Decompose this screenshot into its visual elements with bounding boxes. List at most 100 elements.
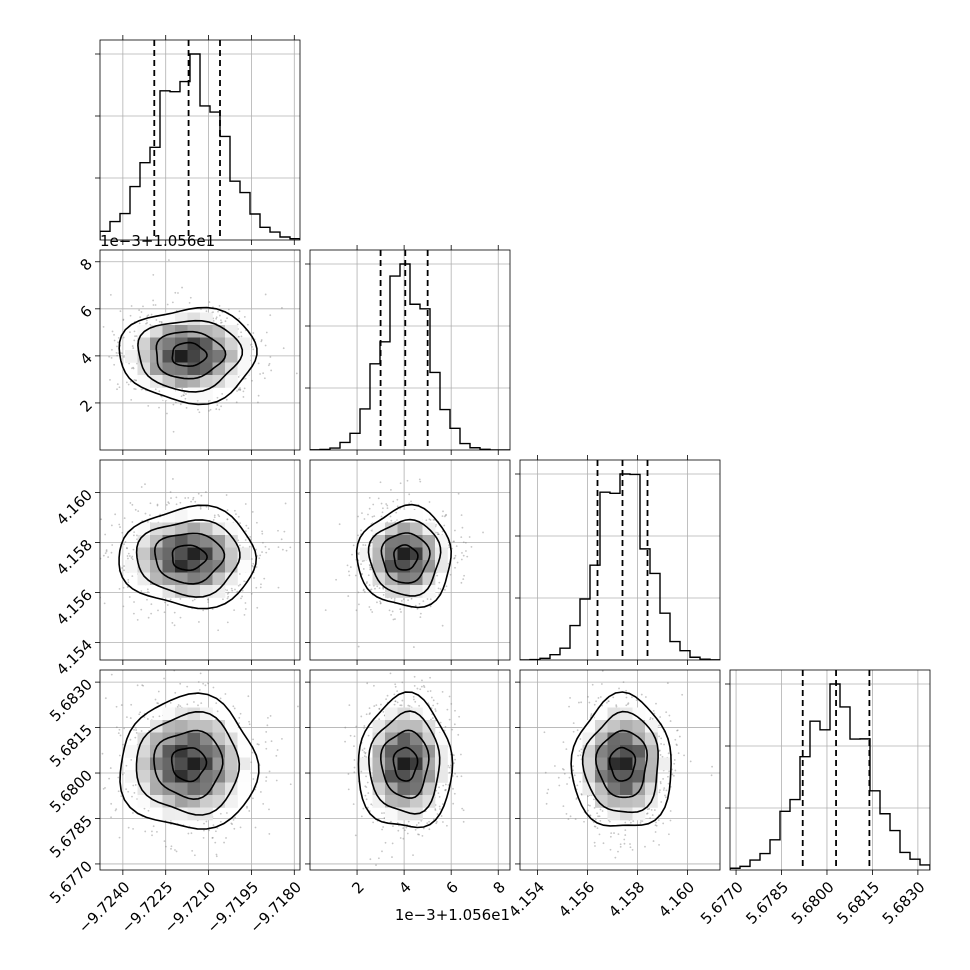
y-tick-label-p3: 4.158 bbox=[53, 536, 96, 579]
density-cell bbox=[397, 757, 411, 771]
density-cell bbox=[632, 795, 646, 808]
sample-point bbox=[269, 356, 272, 358]
sample-point bbox=[227, 308, 230, 311]
sample-point bbox=[121, 773, 124, 776]
sample-point bbox=[243, 316, 246, 318]
sample-point bbox=[136, 362, 138, 365]
sample-point bbox=[235, 401, 238, 404]
sample-point bbox=[140, 730, 143, 732]
sample-point bbox=[416, 687, 419, 690]
sample-point bbox=[587, 804, 590, 807]
sample-point bbox=[613, 832, 615, 834]
sample-point bbox=[353, 766, 356, 769]
sample-point bbox=[214, 841, 217, 844]
sample-point bbox=[268, 362, 271, 365]
sample-point bbox=[243, 580, 246, 583]
sample-point bbox=[259, 586, 262, 589]
density-cell bbox=[212, 572, 226, 586]
sample-point bbox=[443, 524, 446, 527]
sample-point bbox=[419, 688, 422, 691]
panel-p3-p3 bbox=[515, 455, 721, 665]
sample-point bbox=[348, 574, 351, 577]
sample-point bbox=[231, 823, 234, 826]
sample-point bbox=[119, 310, 122, 313]
density-cell bbox=[225, 757, 238, 771]
sample-point bbox=[268, 548, 270, 550]
sample-point bbox=[134, 784, 137, 786]
sample-point bbox=[430, 696, 433, 699]
sample-point bbox=[361, 560, 364, 563]
sample-point bbox=[246, 805, 248, 808]
sample-point bbox=[253, 577, 255, 579]
density-cell bbox=[422, 732, 436, 746]
sample-point bbox=[349, 734, 352, 737]
sample-point bbox=[482, 531, 484, 534]
density-cell bbox=[225, 337, 238, 351]
sample-point bbox=[435, 523, 437, 526]
sample-point bbox=[186, 685, 189, 688]
sample-point bbox=[451, 728, 454, 731]
sample-point bbox=[591, 683, 594, 686]
sample-point bbox=[109, 767, 112, 769]
sample-point bbox=[660, 801, 663, 803]
density-cell bbox=[645, 720, 658, 733]
density-cell bbox=[200, 770, 213, 783]
sample-point bbox=[127, 383, 130, 386]
sample-point bbox=[668, 833, 670, 836]
sample-point bbox=[129, 502, 132, 504]
sample-point bbox=[156, 503, 159, 506]
sample-point bbox=[396, 690, 399, 692]
sample-point bbox=[655, 824, 658, 827]
sample-point bbox=[393, 703, 396, 706]
sample-point bbox=[338, 523, 341, 526]
sample-point bbox=[255, 586, 258, 589]
panel-frame bbox=[99, 39, 301, 241]
sample-point bbox=[132, 827, 134, 830]
sample-point bbox=[249, 535, 252, 538]
sample-point bbox=[127, 557, 129, 560]
sample-point bbox=[211, 608, 214, 611]
sample-point bbox=[218, 314, 221, 317]
sample-point bbox=[246, 323, 249, 326]
sample-point bbox=[394, 700, 397, 703]
sample-point bbox=[410, 597, 413, 600]
x-tick-label-p2: 8 bbox=[490, 878, 509, 897]
sample-point bbox=[135, 729, 138, 731]
sample-point bbox=[242, 396, 245, 398]
sample-point bbox=[126, 555, 129, 557]
sample-point bbox=[197, 681, 200, 683]
sample-point bbox=[216, 827, 219, 829]
sample-point bbox=[448, 695, 451, 698]
density-cell bbox=[632, 707, 646, 721]
sample-point bbox=[400, 704, 403, 707]
sample-point bbox=[392, 825, 394, 828]
sample-point bbox=[173, 624, 176, 627]
sample-point bbox=[353, 735, 356, 738]
sample-point bbox=[251, 564, 254, 567]
sample-point bbox=[98, 570, 100, 572]
sample-point bbox=[133, 728, 135, 731]
sample-point bbox=[185, 393, 187, 395]
sample-point bbox=[242, 390, 245, 393]
sample-point bbox=[554, 765, 556, 767]
sample-point bbox=[226, 597, 229, 600]
sample-point bbox=[127, 578, 130, 581]
sample-point bbox=[381, 511, 384, 514]
sample-point bbox=[184, 397, 187, 400]
sample-point bbox=[131, 812, 134, 814]
sample-point bbox=[407, 599, 410, 602]
sample-point bbox=[105, 550, 108, 553]
sample-point bbox=[439, 808, 441, 810]
contour-p4-p2-1 bbox=[379, 729, 430, 799]
sample-point bbox=[461, 807, 464, 810]
density-layer bbox=[98, 478, 292, 632]
sample-point bbox=[174, 401, 177, 404]
sample-point bbox=[117, 337, 120, 339]
sample-point bbox=[139, 316, 142, 319]
panel-p4-p2 bbox=[305, 669, 511, 875]
sample-point bbox=[438, 805, 441, 808]
sample-point bbox=[623, 838, 626, 841]
sample-point bbox=[667, 775, 669, 778]
sample-point bbox=[357, 515, 359, 518]
sample-point bbox=[149, 502, 152, 505]
